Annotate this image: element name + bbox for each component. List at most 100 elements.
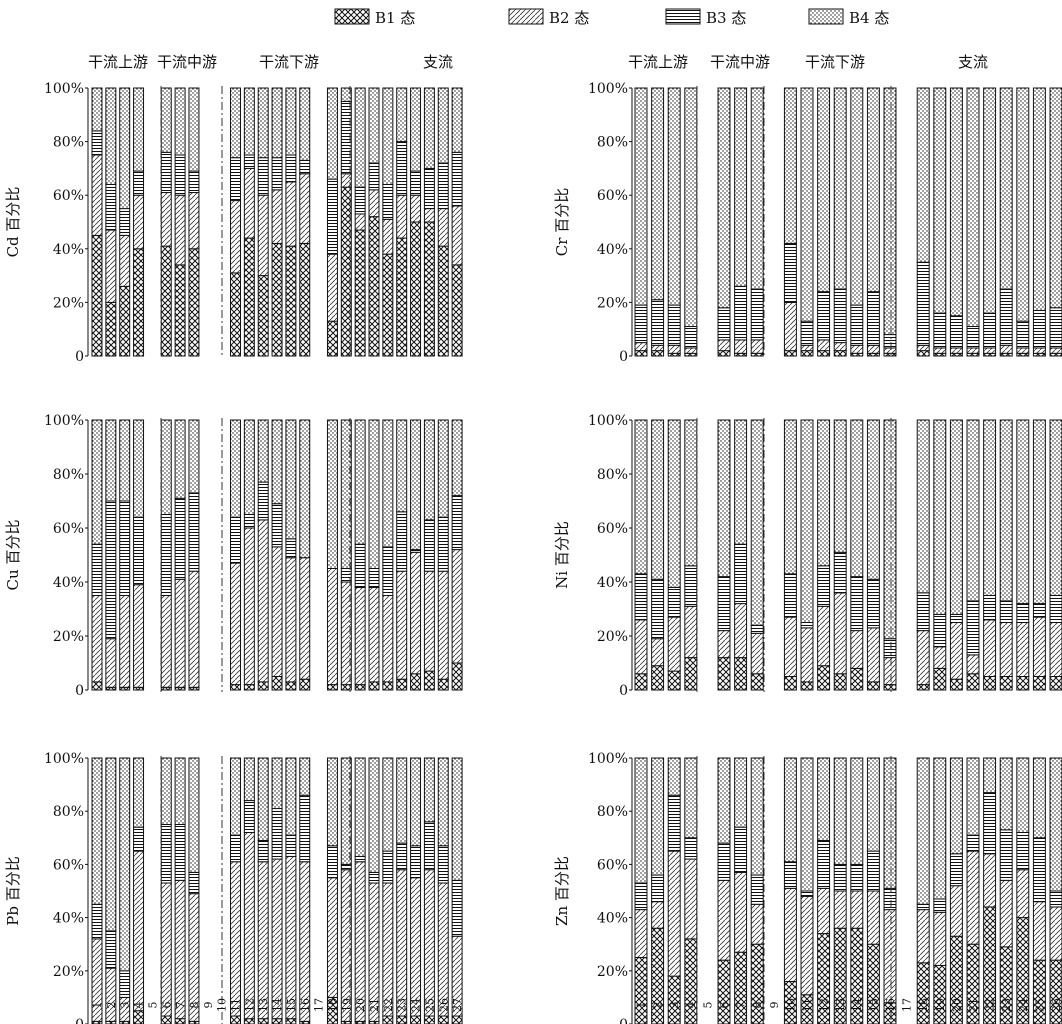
bar-segment-b1 <box>423 221 435 357</box>
bar-segment-b2 <box>833 592 847 675</box>
bar-segment-b4 <box>451 87 463 153</box>
bar-segment-b4 <box>817 419 831 567</box>
bar-segment-b3 <box>800 320 814 346</box>
bar-13 <box>866 419 880 691</box>
bar-segment-b2 <box>866 890 880 945</box>
bar-segment-b3 <box>133 516 145 586</box>
bar-9 <box>230 419 241 691</box>
bar-segment-b1 <box>396 678 408 691</box>
bar-segment-b2 <box>451 549 463 664</box>
bar-segment-b3 <box>354 543 366 588</box>
bar-segment-b3 <box>651 578 665 640</box>
bar-15 <box>916 757 930 1024</box>
bar-segment-b4 <box>1032 419 1046 605</box>
bar-2 <box>105 419 117 691</box>
bar-segment-b1 <box>916 350 930 357</box>
bar-segment-b2 <box>299 861 311 1022</box>
bar-segment-b3 <box>933 312 947 349</box>
bar-segment-b3 <box>750 624 764 634</box>
bar-segment-b4 <box>866 87 880 293</box>
x-tick-label: 16 <box>299 998 312 1012</box>
bar-3 <box>667 87 681 357</box>
bar-segment-b2 <box>382 595 394 683</box>
bar-segment-b2 <box>326 253 338 322</box>
bar-segment-b2 <box>437 208 449 247</box>
bar-9 <box>800 757 814 1024</box>
bar-segment-b2 <box>1016 347 1030 354</box>
x-tick-label: 2 <box>652 1002 665 1009</box>
bar-2 <box>105 87 117 357</box>
bar-segment-b4 <box>667 87 681 306</box>
bar-segment-b1 <box>966 673 980 691</box>
bar-segment-b3 <box>866 578 880 629</box>
bar-segment-b1 <box>451 264 463 357</box>
bar-segment-b1 <box>916 684 930 691</box>
bar-1 <box>91 87 103 357</box>
bar-segment-b2 <box>833 342 847 352</box>
bar-segment-b2 <box>354 861 366 1022</box>
bar-segment-b4 <box>188 419 200 494</box>
bar-segment-b3 <box>188 871 200 895</box>
bar-2 <box>651 757 665 1024</box>
bar-segment-b1 <box>160 1015 172 1024</box>
bar-22 <box>423 87 435 357</box>
bar-segment-b3 <box>850 576 864 632</box>
bar-segment-b2 <box>160 595 172 688</box>
bar-segment-b4 <box>299 757 311 796</box>
bar-18 <box>368 419 380 691</box>
bar-segment-b1 <box>866 681 880 691</box>
bar-segment-b3 <box>734 285 748 341</box>
bar-2 <box>105 757 117 1024</box>
bar-19 <box>983 419 997 691</box>
bar-14 <box>883 87 897 357</box>
bar-segment-b4 <box>750 757 764 876</box>
bar-segment-b1 <box>437 678 449 691</box>
bar-segment-b4 <box>174 87 186 156</box>
bar-segment-b2 <box>783 301 797 352</box>
bar-segment-b3 <box>91 903 103 940</box>
bar-segment-b3 <box>437 845 449 884</box>
bar-segment-b4 <box>883 419 897 640</box>
bar-segment-b2 <box>119 595 131 688</box>
bar-segment-b4 <box>133 419 145 518</box>
bar-segment-b3 <box>933 613 947 648</box>
bar-18 <box>368 87 380 357</box>
bar-segment-b4 <box>285 757 297 836</box>
bar-segment-b2 <box>717 339 731 352</box>
bar-segment-b4 <box>983 87 997 314</box>
bar-segment-b4 <box>833 757 847 865</box>
bar-segment-b4 <box>734 757 748 828</box>
bar-11 <box>257 419 269 691</box>
bar-segment-b3 <box>983 792 997 855</box>
bar-segment-b2 <box>285 557 297 683</box>
bar-segment-b4 <box>423 757 435 823</box>
bar-segment-b4 <box>983 757 997 794</box>
bar-segment-b2 <box>354 213 366 231</box>
bar-segment-b4 <box>634 87 648 306</box>
bar-segment-b1 <box>299 242 311 357</box>
legend-swatch-b1 <box>334 8 370 25</box>
bar-segment-b3 <box>966 326 980 349</box>
bar-7 <box>750 757 764 1024</box>
bar-segment-b4 <box>437 87 449 164</box>
bar-6 <box>174 419 186 691</box>
bar-segment-b4 <box>285 419 297 540</box>
bar-24 <box>451 757 463 1024</box>
bar-6 <box>734 419 748 691</box>
bar-segment-b4 <box>174 757 186 825</box>
bar-segment-b4 <box>160 419 172 515</box>
bar-segment-b3 <box>999 288 1013 346</box>
bar-segment-b3 <box>999 829 1013 881</box>
bar-3 <box>667 757 681 1024</box>
bar-segment-b1 <box>783 350 797 357</box>
bar-segment-b1 <box>105 301 117 357</box>
bar-segment-b3 <box>326 845 338 879</box>
bar-segment-b3 <box>119 208 131 236</box>
bar-segment-b3 <box>1032 603 1046 618</box>
x-tick-label: 18 <box>326 998 339 1012</box>
bar-segment-b3 <box>866 850 880 892</box>
bar-23 <box>437 757 449 1024</box>
x-tick-label: 10 <box>784 998 797 1012</box>
bar-segment-b4 <box>91 757 103 905</box>
bar-segment-b4 <box>451 419 463 497</box>
